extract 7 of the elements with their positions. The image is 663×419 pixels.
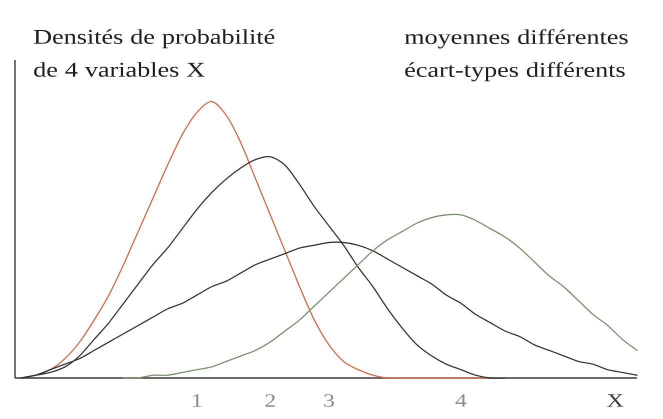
chart-title: Densités de probabilité de 4 variables X	[34, 29, 274, 77]
x-tick-label: 3	[324, 394, 334, 407]
x-tick-label: 4	[456, 394, 467, 407]
chart-subtitle: moyennes différentes écart-types différents	[404, 29, 628, 82]
x-tick-label: 1	[193, 394, 202, 407]
x-tick-label: 2	[265, 394, 275, 407]
x-axis-title: X	[607, 394, 624, 407]
